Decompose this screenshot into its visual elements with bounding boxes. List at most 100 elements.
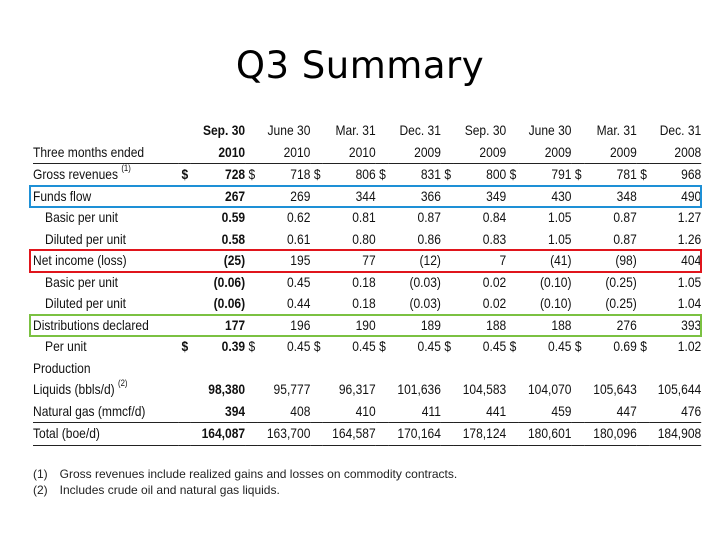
currency-symbol: [310, 293, 323, 315]
currency-symbol: [441, 315, 454, 337]
table-cell: (0.10): [540, 295, 572, 311]
currency-symbol: [571, 379, 584, 401]
currency-symbol: [376, 379, 389, 401]
currency-symbol: [310, 379, 323, 401]
row-label: Basic per unit: [45, 209, 118, 225]
currency-symbol: [245, 229, 258, 251]
currency-symbol: [376, 293, 389, 315]
table-cell: 0.45: [352, 338, 376, 354]
currency-symbol: [178, 358, 191, 380]
currency-symbol: $: [574, 338, 582, 354]
currency-symbol: [245, 207, 258, 229]
table-cell: 0.86: [417, 230, 441, 247]
row-label: Basic per unit: [45, 273, 118, 290]
table-cell: 800: [486, 166, 507, 182]
table-cell: 728: [225, 166, 246, 182]
table-cell: 0.44: [286, 295, 311, 311]
currency-symbol: [245, 293, 258, 315]
currency-symbol: [637, 207, 650, 229]
currency-symbol: $: [313, 338, 321, 354]
currency-symbol: [636, 422, 650, 446]
table-cell: 95,777: [273, 381, 311, 397]
currency-symbol: [506, 186, 519, 208]
table-cell: 410: [355, 402, 376, 419]
table-cell: 476: [681, 402, 702, 419]
currency-symbol: [376, 229, 389, 251]
currency-symbol: [376, 401, 389, 423]
table-row: Diluted per unit (0.06) 0.44 0.18 (0.03) 0.02…: [33, 293, 701, 315]
table-cell: 831: [420, 166, 441, 182]
currency-symbol: [637, 379, 650, 401]
currency-symbol: [178, 207, 191, 229]
table-cell: 101,636: [397, 381, 441, 397]
table-cell: 0.62: [286, 209, 311, 225]
currency-symbol: [245, 358, 258, 380]
table-cell: 170,164: [388, 422, 441, 446]
table-cell: 344: [355, 187, 376, 204]
table-cell: [584, 358, 637, 380]
table-cell: 177: [225, 316, 246, 333]
table-cell: 441: [486, 402, 507, 419]
currency-symbol: [178, 272, 191, 294]
table-cell: 276: [616, 316, 637, 333]
table-cell: 791: [551, 166, 572, 182]
table-cell: 196: [290, 316, 311, 333]
col-header: Sep. 30 2010: [178, 120, 246, 164]
currency-symbol: [310, 422, 324, 446]
table-row: Net income (loss) (25) 195 77 (12) 7 (41) (98) 4…: [33, 250, 701, 272]
currency-symbol: [310, 272, 323, 294]
slide-title: Q3 Summary: [235, 44, 485, 87]
currency-symbol: [506, 250, 519, 272]
currency-symbol: [310, 401, 323, 423]
table-cell: 0.58: [221, 230, 246, 247]
currency-symbol: [310, 229, 323, 251]
currency-symbol: [637, 250, 650, 272]
table-cell: 188: [551, 316, 572, 333]
currency-symbol: [245, 272, 258, 294]
currency-symbol: [376, 272, 389, 294]
table-cell: 968: [681, 166, 702, 182]
table-cell: 0.18: [352, 295, 376, 311]
table-cell: [388, 358, 441, 380]
currency-symbol: [506, 358, 519, 380]
table-cell: 0.39: [221, 338, 246, 354]
currency-symbol: [441, 401, 454, 423]
table-cell: (41): [550, 252, 572, 268]
table-cell: 105,643: [593, 381, 637, 397]
col-header: Dec. 31 2009: [375, 120, 441, 164]
currency-symbol: $: [379, 338, 386, 354]
currency-symbol: [376, 358, 389, 380]
currency-symbol: [571, 358, 584, 380]
table-cell: 190: [355, 316, 376, 333]
currency-symbol: [441, 186, 454, 208]
table-cell: [454, 358, 507, 380]
table-cell: 178,124: [453, 422, 507, 446]
table-cell: 806: [355, 166, 376, 182]
currency-symbol: [571, 401, 584, 423]
table-cell: 0.45: [482, 338, 507, 354]
table-cell: 1.27: [677, 209, 702, 225]
currency-symbol: [310, 358, 323, 380]
currency-symbol: [441, 358, 454, 380]
table-row: Diluted per unit 0.58 0.61 0.80 0.86 0.83 1.05…: [33, 229, 701, 251]
currency-symbol: [310, 186, 323, 208]
table-cell: 98,380: [208, 381, 246, 397]
row-label: Gross revenues (1): [33, 163, 131, 183]
table-cell: 105,644: [657, 381, 702, 397]
row-label: Production: [33, 359, 91, 376]
currency-symbol: [571, 422, 585, 446]
currency-symbol: [506, 293, 519, 315]
table-cell: 0.61: [286, 230, 311, 247]
table-cell: 0.45: [548, 338, 572, 354]
table-row: Production: [33, 358, 701, 380]
currency-symbol: [441, 207, 454, 229]
table-cell: 1.05: [548, 230, 572, 247]
currency-symbol: [245, 401, 258, 423]
table-cell: (0.25): [605, 273, 637, 290]
table-cell: 459: [551, 402, 572, 419]
currency-symbol: $: [640, 338, 647, 354]
table-row: Total (boe/d) 164,087 163,700 164,587 170,16…: [33, 422, 702, 446]
col-header: June 30 2010: [245, 120, 311, 164]
table-row: Funds flow 267 269 344 366 349 430 348 490: [33, 186, 701, 208]
currency-symbol: [245, 186, 258, 208]
